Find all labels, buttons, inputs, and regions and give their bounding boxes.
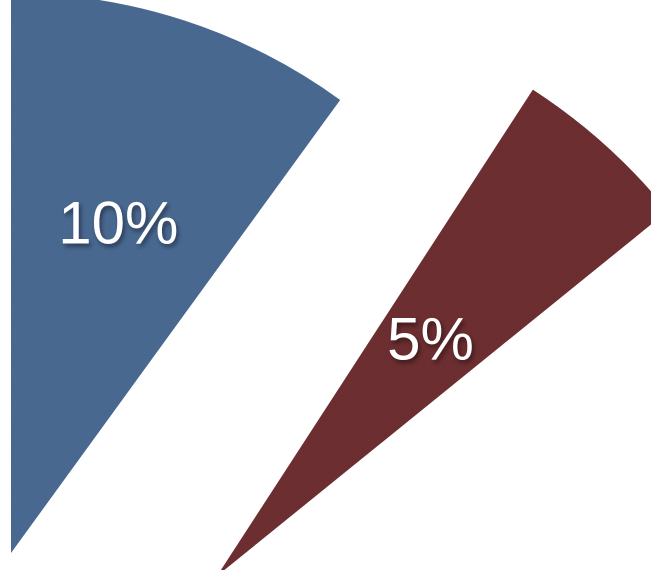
pie-slice-1 bbox=[11, 0, 341, 553]
pie-slice-2 bbox=[220, 89, 651, 570]
pie-slice-label-2: 5% bbox=[387, 305, 474, 372]
pie-slice-label-1: 10% bbox=[58, 189, 178, 256]
